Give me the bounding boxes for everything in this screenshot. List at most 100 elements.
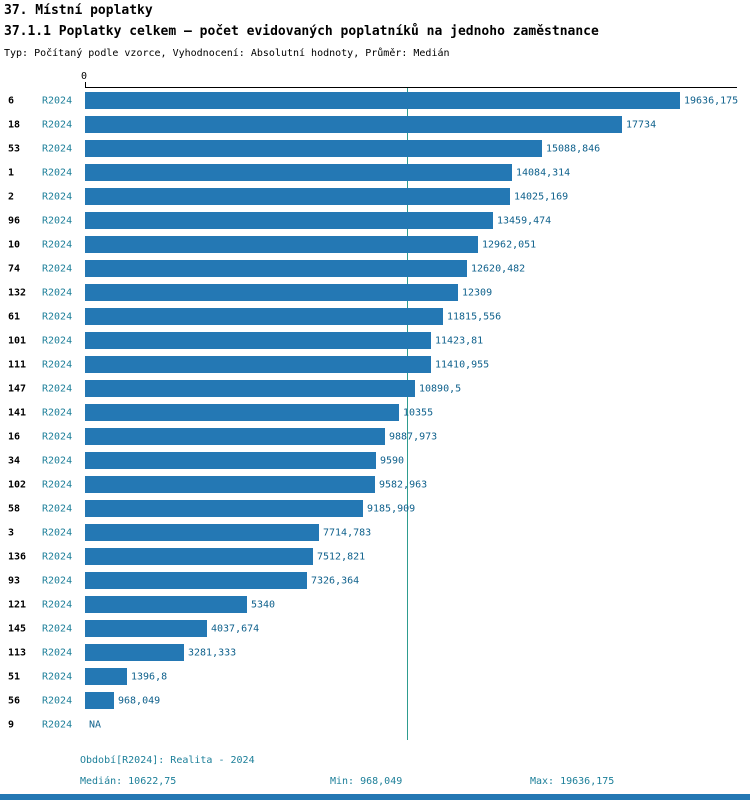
row-id-label: 102 <box>8 479 27 491</box>
row-id-label: 10 <box>8 239 21 251</box>
row-period-label: R2024 <box>42 719 73 731</box>
chart-row: 1 R2024 14084,314 <box>0 161 750 185</box>
row-id-label: 113 <box>8 647 27 659</box>
bar <box>85 260 467 277</box>
chart-row: 53 R2024 15088,846 <box>0 137 750 161</box>
chart-row: 10 R2024 12962,051 <box>0 233 750 257</box>
bar-value-label: 3281,333 <box>188 647 237 659</box>
chart-row: 16 R2024 9887,973 <box>0 425 750 449</box>
row-id-label: 58 <box>8 503 21 515</box>
row-period-label: R2024 <box>42 143 73 155</box>
chart-row: 34 R2024 9590 <box>0 449 750 473</box>
footer-min-label: Min: 968,049 <box>330 776 403 787</box>
chart-meta-line: Typ: Počítaný podle vzorce, Vyhodnocení:… <box>4 48 450 59</box>
row-id-label: 34 <box>8 455 21 467</box>
chart-row: 96 R2024 13459,474 <box>0 209 750 233</box>
row-period-label: R2024 <box>42 527 73 539</box>
bar <box>85 548 313 565</box>
chart-title: 37.1.1 Poplatky celkem – počet evidovaný… <box>4 24 599 39</box>
bar-value-label: 5340 <box>251 599 276 611</box>
row-id-label: 136 <box>8 551 27 563</box>
row-period-label: R2024 <box>42 551 73 563</box>
page-title: 37. Místní poplatky <box>4 3 153 18</box>
chart-row: 102 R2024 9582,963 <box>0 473 750 497</box>
chart-row: 136 R2024 7512,821 <box>0 545 750 569</box>
chart-row: 56 R2024 968,049 <box>0 689 750 713</box>
row-period-label: R2024 <box>42 311 73 323</box>
bar <box>85 140 542 157</box>
bar <box>85 284 458 301</box>
chart-row: 132 R2024 12309 <box>0 281 750 305</box>
bar-value-label: 14084,314 <box>516 167 571 179</box>
bar <box>85 524 319 541</box>
bar-value-label: 9582,963 <box>379 479 428 491</box>
chart-row: 58 R2024 9185,909 <box>0 497 750 521</box>
bar <box>85 620 207 637</box>
axis-zero-label: 0 <box>81 71 88 82</box>
bar <box>85 596 247 613</box>
bar-value-label: 11815,556 <box>447 311 502 323</box>
row-id-label: 132 <box>8 287 27 299</box>
chart-row: 18 R2024 17734 <box>0 113 750 137</box>
row-period-label: R2024 <box>42 455 73 467</box>
bottom-accent-strip <box>0 794 750 800</box>
row-id-label: 16 <box>8 431 21 443</box>
row-period-label: R2024 <box>42 119 73 131</box>
row-id-label: 3 <box>8 527 15 539</box>
chart-rows: 6 R2024 19636,175 18 R2024 17734 53 R2024 15088,… <box>0 89 750 737</box>
bar <box>85 476 375 493</box>
bar-value-label: 13459,474 <box>497 215 552 227</box>
row-period-label: R2024 <box>42 479 73 491</box>
row-id-label: 141 <box>8 407 27 419</box>
bar <box>85 188 510 205</box>
axis-line <box>85 87 737 88</box>
bar-value-label: 19636,175 <box>684 95 739 107</box>
row-id-label: 51 <box>8 671 21 683</box>
row-id-label: 74 <box>8 263 21 275</box>
row-id-label: 1 <box>8 167 15 179</box>
bar <box>85 236 478 253</box>
row-period-label: R2024 <box>42 263 73 275</box>
chart-row: 3 R2024 7714,783 <box>0 521 750 545</box>
row-period-label: R2024 <box>42 623 73 635</box>
row-period-label: R2024 <box>42 359 73 371</box>
bar-value-label: 7326,364 <box>311 575 360 587</box>
bar <box>85 332 431 349</box>
row-period-label: R2024 <box>42 575 73 587</box>
chart-row: 74 R2024 12620,482 <box>0 257 750 281</box>
row-id-label: 145 <box>8 623 27 635</box>
bar <box>85 380 415 397</box>
bar <box>85 212 493 229</box>
row-id-label: 101 <box>8 335 27 347</box>
row-period-label: R2024 <box>42 287 73 299</box>
bar <box>85 428 385 445</box>
bar <box>85 308 443 325</box>
row-id-label: 6 <box>8 95 15 107</box>
row-id-label: 147 <box>8 383 27 395</box>
row-period-label: R2024 <box>42 407 73 419</box>
row-id-label: 93 <box>8 575 21 587</box>
bar-value-label: 9185,909 <box>367 503 416 515</box>
row-id-label: 9 <box>8 719 15 731</box>
bar <box>85 668 127 685</box>
bar-value-label: 9590 <box>380 455 405 467</box>
chart-row: 141 R2024 10355 <box>0 401 750 425</box>
footer-period-label: Období[R2024]: Realita - 2024 <box>80 755 255 766</box>
row-id-label: 96 <box>8 215 21 227</box>
chart-row: 145 R2024 4037,674 <box>0 617 750 641</box>
row-period-label: R2024 <box>42 431 73 443</box>
bar <box>85 692 114 709</box>
bar <box>85 644 184 661</box>
chart-row: 121 R2024 5340 <box>0 593 750 617</box>
row-id-label: 121 <box>8 599 27 611</box>
bar-value-label: 1396,8 <box>131 671 168 683</box>
row-period-label: R2024 <box>42 695 73 707</box>
bar <box>85 164 512 181</box>
row-id-label: 61 <box>8 311 21 323</box>
bar <box>85 356 431 373</box>
row-period-label: R2024 <box>42 383 73 395</box>
chart-row: 9 R2024 NA <box>0 713 750 737</box>
row-id-label: 56 <box>8 695 21 707</box>
bar-value-label: 11423,81 <box>435 335 484 347</box>
